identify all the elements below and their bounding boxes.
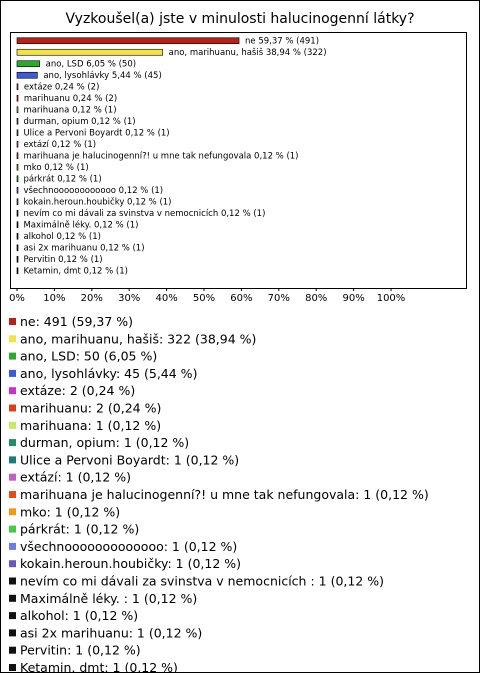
x-tick-label: 20% [81, 293, 103, 304]
bar [16, 106, 19, 114]
bar [16, 232, 19, 240]
bar [16, 48, 163, 56]
bar-label: extáze 0,24 % (2) [24, 82, 100, 92]
bar-label: marihuana 0,12 % (1) [23, 105, 116, 115]
legend-swatch [9, 491, 16, 498]
legend-swatch [9, 577, 16, 585]
bar-label: ano, lysohlávky 5,44 % (45) [43, 71, 161, 81]
legend-swatch [9, 594, 16, 602]
chart-title: Vyzkoušel(a) jste v minulosti halucinoge… [65, 11, 414, 27]
legend-label: asi 2x marihuanu: 1 (0,12 %) [20, 625, 202, 640]
bar-label: marihuana je halucinogenní?! u mne tak n… [23, 151, 298, 161]
bar-label: ano, LSD 6,05 % (50) [46, 59, 136, 69]
x-tick-label: 100% [377, 293, 406, 304]
legend-swatch [9, 404, 16, 412]
bar [16, 71, 38, 79]
bar-label: marihuanu 0,24 % (2) [24, 94, 117, 104]
bar-label: mko 0,12 % (1) [23, 163, 88, 173]
legend-swatch [9, 456, 16, 464]
bar-label: Pervitin 0,12 % (1) [23, 255, 102, 265]
x-tick-label: 30% [118, 293, 140, 304]
bar-label: párkrát 0,12 % (1) [23, 174, 101, 184]
plot-frame [10, 32, 467, 289]
bar [16, 60, 40, 68]
x-tick-label: 40% [155, 293, 177, 304]
legend-swatch [9, 335, 16, 343]
bar [16, 163, 19, 171]
legend-swatch [9, 525, 16, 533]
x-tick-label: 10% [43, 293, 65, 304]
legend-label: všechnooooooooooooo: 1 (0,12 %) [20, 539, 237, 554]
legend-label: ano, lysohlávky: 45 (5,44 %) [20, 366, 197, 381]
legend-swatch [9, 542, 16, 550]
bar-label: všechnoooooooooooo 0,12 % (1) [23, 185, 163, 196]
legend-label: mko: 1 (0,12 %) [20, 504, 120, 519]
bar [16, 255, 19, 263]
bar-label: nevím co mi dávali za svinstva v nemocni… [23, 209, 265, 219]
legend-swatch [9, 387, 16, 395]
legend-swatch [9, 629, 16, 637]
bar [16, 267, 19, 275]
bar-label: durman, opium 0,12 % (1) [23, 117, 135, 127]
legend-swatch [9, 560, 16, 568]
legend-swatch [9, 473, 16, 481]
legend-swatch [9, 439, 16, 447]
legend-swatch [9, 508, 16, 516]
legend-label: alkohol: 1 (0,12 %) [20, 608, 138, 623]
legend-label: Pervitin: 1 (0,12 %) [20, 643, 141, 658]
legend-label: párkrát: 1 (0,12 %) [20, 522, 139, 537]
legend-label: marihuana je halucinogenní?! u mne tak n… [20, 487, 429, 502]
legend-swatch [9, 612, 16, 620]
bar-label: extází 0,12 % (1) [23, 140, 96, 150]
bar [16, 83, 19, 91]
bar-label: kokain.heroun.houbičky 0,12 % (1) [23, 196, 171, 207]
x-tick-label: 50% [193, 293, 215, 304]
bar [16, 140, 19, 148]
bar [16, 209, 19, 217]
legend-label: ano, marihuanu, hašiš: 322 (38,94 %) [20, 331, 256, 346]
legend-label: marihuana: 1 (0,12 %) [20, 418, 161, 433]
legend-swatch [9, 369, 16, 377]
legend-label: extází: 1 (0,12 %) [20, 470, 131, 485]
bar-label: ne 59,37 % (491) [245, 36, 319, 46]
x-tick-label: 60% [230, 293, 252, 304]
legend-swatch [9, 318, 16, 325]
legend-swatch [9, 421, 16, 429]
bar [16, 221, 19, 229]
bar [16, 117, 19, 125]
bar-label: Ketamin, dmt 0,12 % (1) [23, 266, 128, 276]
bar [16, 129, 19, 137]
bar [16, 94, 19, 102]
legend-swatch [9, 664, 16, 671]
legend-label: nevím co mi dávali za svinstva v nemocni… [20, 574, 384, 589]
bar [16, 198, 19, 206]
legend-label: Maximálně léky. : 1 (0,12 %) [20, 591, 197, 606]
bar-label: Ulice a Pervoni Boyardt 0,12 % (1) [23, 128, 169, 138]
bar-label: alkohol 0,12 % (1) [23, 232, 101, 242]
bar [16, 152, 19, 160]
bar [16, 244, 19, 252]
legend-label: ne: 491 (59,37 %) [20, 314, 133, 329]
legend-label: Ketamin, dmt: 1 (0,12 %) [20, 660, 178, 673]
x-tick-label: 0% [9, 293, 25, 304]
legend-label: marihuanu: 2 (0,24 %) [20, 401, 161, 416]
legend-label: Ulice a Pervoni Boyardt: 1 (0,12 %) [20, 452, 239, 467]
legend-label: extáze: 2 (0,24 %) [20, 383, 135, 398]
x-tick-label: 70% [268, 293, 290, 304]
bar-label: Maximálně léky. 0,12 % (1) [23, 219, 138, 230]
bar [16, 37, 240, 45]
bar-label: ano, marihuanu, hašiš 38,94 % (322) [169, 47, 327, 58]
legend-label: ano, LSD: 50 (6,05 %) [20, 349, 157, 364]
legend-label: kokain.heroun.houbičky: 1 (0,12 %) [20, 556, 241, 571]
legend-swatch [9, 352, 16, 360]
bar-label: asi 2x marihuanu 0,12 % (1) [23, 243, 144, 253]
x-tick-label: 80% [305, 293, 327, 304]
legend-label: durman, opium: 1 (0,12 %) [20, 435, 189, 450]
bar [16, 175, 19, 183]
bar [16, 186, 19, 194]
x-tick-label: 90% [342, 293, 364, 304]
legend-swatch [9, 646, 16, 654]
